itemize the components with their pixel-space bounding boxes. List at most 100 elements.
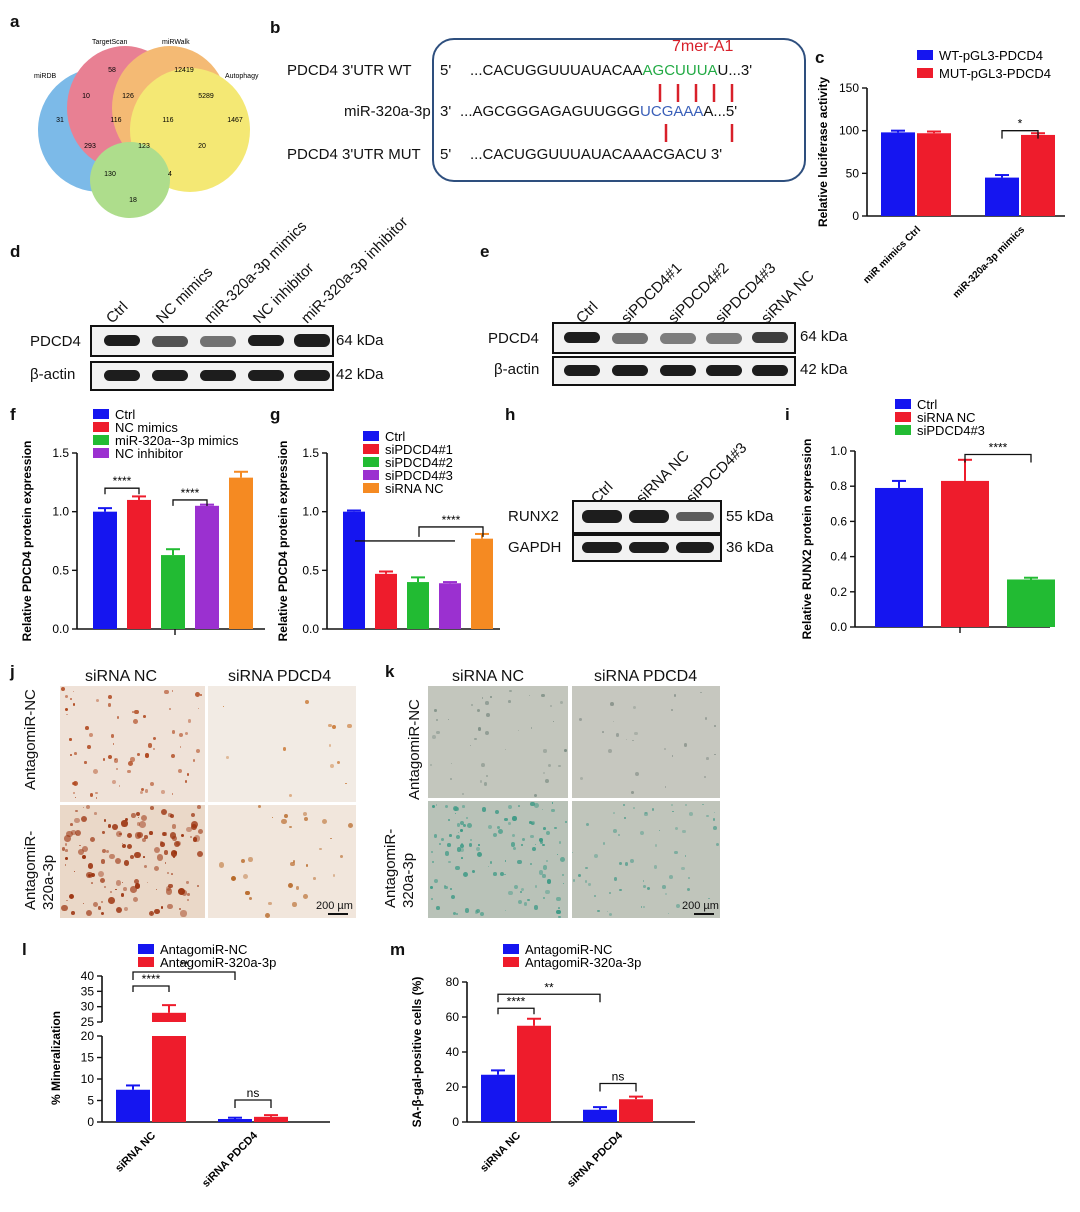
stain-dot (75, 809, 79, 813)
band (676, 542, 714, 553)
bar (517, 1025, 551, 1122)
stain-dot (487, 825, 492, 830)
stain-dot (455, 865, 460, 871)
stain-dot (110, 890, 113, 893)
stain-dot (706, 756, 709, 760)
legend-label: siPDCD4#3 (917, 423, 985, 438)
stain-dot (629, 859, 634, 863)
wt-seed-match: AGCUUUA (642, 62, 718, 79)
stain-dot (543, 772, 546, 775)
micrograph-k-pdcd4-antago (572, 801, 720, 918)
stain-dot (478, 727, 482, 731)
stain-dot (461, 857, 464, 860)
stain-dot (644, 812, 648, 816)
band (294, 334, 330, 347)
stain-dot (69, 822, 73, 826)
panel-letter-g: g (270, 405, 281, 424)
micrograph-k-nc-antago (428, 801, 568, 918)
stain-dot (218, 862, 225, 868)
y-tick-label: 1.0 (52, 505, 69, 519)
legend-swatch (895, 412, 911, 422)
stain-dot (481, 807, 487, 812)
stain-dot (527, 898, 530, 901)
significance-label: **** (181, 486, 200, 500)
bar (881, 132, 915, 216)
stain-dot (541, 843, 545, 847)
legend-label: siRNA NC (385, 481, 444, 496)
stain-dot (564, 821, 567, 824)
legend-swatch (917, 50, 933, 60)
stain-dot (150, 913, 152, 915)
blot-e-kda: 42 kDa (800, 361, 848, 378)
stain-dot (618, 834, 621, 837)
stain-dot (247, 857, 253, 862)
wt-seq-part: ...CACUGGUUUAUACAA (470, 62, 643, 79)
stain-dot (431, 850, 433, 853)
legend-label: siPDCD4#3 (385, 468, 453, 483)
band (564, 365, 600, 376)
stain-dot (483, 782, 488, 787)
stain-dot (329, 763, 334, 769)
stain-dot (195, 749, 200, 753)
stain-dot (608, 892, 611, 895)
y-tick-label: 100 (839, 124, 859, 138)
y-tick-label: 50 (846, 166, 860, 180)
band (200, 336, 236, 347)
stain-dot (542, 865, 547, 870)
stain-dot (518, 900, 523, 905)
k-scale-line (694, 913, 714, 915)
significance-bracket (418, 526, 484, 537)
stain-dot (633, 706, 637, 710)
stain-dot (672, 810, 674, 813)
stain-dot (90, 837, 96, 843)
stain-dot (608, 912, 613, 917)
stain-dot (61, 904, 68, 911)
stain-dot (475, 909, 481, 914)
stain-dot (102, 758, 106, 761)
y-tick-label: 10 (81, 1072, 95, 1086)
stain-dot (178, 732, 184, 738)
stain-dot (170, 813, 175, 818)
stain-dot (475, 846, 480, 852)
venn-region: 4 (168, 171, 172, 178)
stain-dot (432, 735, 436, 739)
stain-dot (127, 761, 133, 767)
stain-dot (94, 812, 97, 815)
stain-dot (433, 709, 437, 712)
significance-bracket (497, 993, 601, 1003)
stain-dot (70, 697, 73, 700)
blot-d-row-label: PDCD4 (30, 333, 81, 350)
chart-f: 0.0 0.5 1.0 1.5 Relative PDCD4 protein expre… (20, 407, 265, 641)
stain-dot (495, 809, 500, 815)
significance-bracket (599, 1082, 637, 1092)
stain-dot (242, 873, 249, 880)
stain-dot (703, 775, 707, 778)
stain-dot (655, 844, 658, 847)
band (582, 542, 622, 553)
stain-dot (141, 814, 148, 821)
stain-dot (505, 749, 507, 751)
bar (471, 538, 493, 629)
mirna-sequence: ...AGCGGGAGAGUUGGGUCGAAAA...5' (460, 103, 737, 120)
stain-dot (181, 833, 185, 837)
bar (917, 133, 951, 216)
stain-dot (545, 830, 550, 835)
micrograph-k-pdcd4-nc (572, 686, 720, 798)
stain-dot (268, 901, 272, 905)
j-row-label-2: AntagomiR- 320a-3p (22, 831, 58, 910)
stain-dot (172, 690, 174, 692)
stain-dot (462, 824, 467, 828)
stain-dot (115, 888, 117, 890)
bar (439, 583, 461, 629)
band (248, 370, 284, 381)
stain-dot (152, 736, 156, 740)
micrograph-j-nc-nc (60, 686, 205, 802)
stain-dot (487, 865, 489, 867)
stain-dot (82, 806, 85, 809)
stain-dot (194, 692, 200, 697)
stain-dot (452, 805, 458, 811)
stain-dot (74, 797, 76, 799)
stain-dot (91, 882, 93, 884)
stain-dot (462, 872, 468, 878)
stain-dot (177, 889, 180, 892)
